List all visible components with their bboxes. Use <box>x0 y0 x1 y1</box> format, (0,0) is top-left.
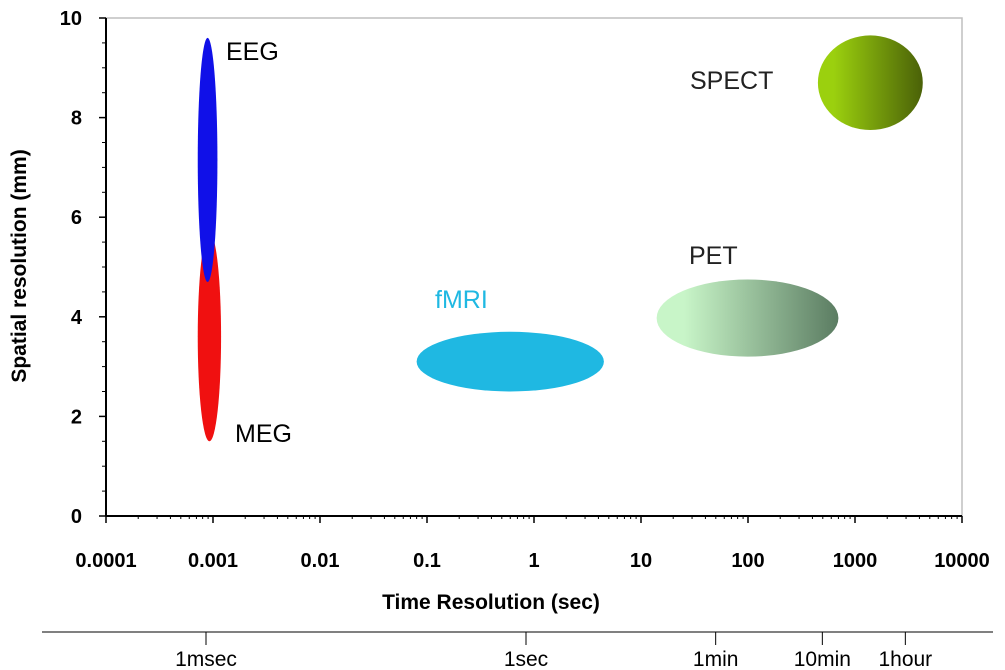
x-tick-label: 100 <box>731 550 764 572</box>
y-tick-label: 4 <box>71 307 83 329</box>
time-scale-label: 1sec <box>504 648 548 670</box>
y-tick-label: 8 <box>71 108 82 130</box>
time-scale-layer: 1msec 1sec 1min 10min 1hour <box>175 632 932 670</box>
x-tick-label: 1000 <box>833 550 878 572</box>
region-spect <box>817 35 923 131</box>
x-tick-label: 0.001 <box>188 550 238 572</box>
pet-label: PET <box>689 242 738 270</box>
region-pet <box>656 279 839 357</box>
region-labels-layer: EEG MEG fMRI PET SPECT <box>226 38 773 448</box>
y-tick-label: 6 <box>71 207 82 229</box>
eeg-label: EEG <box>226 38 279 66</box>
region-fmri <box>416 331 604 392</box>
y-axis-title: Spatial resolution (mm) <box>8 149 31 382</box>
x-tick-label: 0.1 <box>413 550 441 572</box>
y-tick-label: 2 <box>71 406 82 428</box>
time-scale-label: 1min <box>693 648 739 670</box>
time-scale-label: 1msec <box>175 648 237 670</box>
y-tick-label: 0 <box>71 506 82 528</box>
y-tick-label: 10 <box>60 8 82 30</box>
time-scale-label: 1hour <box>878 648 932 670</box>
fmri-label: fMRI <box>435 286 488 314</box>
meg-label: MEG <box>235 420 292 448</box>
region-meg <box>197 232 222 442</box>
x-tick-label: 10 <box>630 550 652 572</box>
y-ticks-layer: 0 2 4 6 8 10 <box>60 8 106 528</box>
x-tick-label: 0.0001 <box>75 550 136 572</box>
regions-layer <box>197 35 923 442</box>
region-eeg <box>197 37 218 282</box>
x-tick-label: 10000 <box>934 550 990 572</box>
time-scale-label: 10min <box>794 648 851 670</box>
x-ticks-layer: 0.0001 0.001 0.01 0.1 1 10 100 1000 10000 <box>75 516 990 572</box>
spect-label: SPECT <box>690 67 773 95</box>
x-tick-label: 1 <box>528 550 539 572</box>
x-axis-title: Time Resolution (sec) <box>382 591 600 614</box>
x-tick-label: 0.01 <box>301 550 340 572</box>
